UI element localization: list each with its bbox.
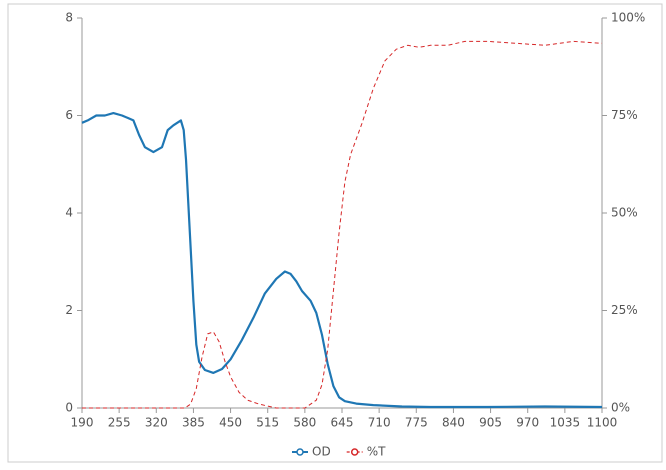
y-tick-label: 8	[65, 11, 73, 25]
x-tick-label: 515	[256, 416, 279, 430]
x-tick-label: 840	[442, 416, 465, 430]
x-tick-label: 320	[145, 416, 168, 430]
y-tick-label: 6	[65, 108, 73, 122]
chart-frame	[7, 3, 663, 463]
y2-tick-label: 25%	[611, 303, 638, 317]
x-tick-label: 1100	[587, 416, 618, 430]
y2-tick-label: 0%	[611, 401, 630, 415]
y-tick-label: 4	[65, 206, 73, 220]
x-tick-label: 970	[516, 416, 539, 430]
y2-tick-label: 75%	[611, 108, 638, 122]
x-tick-label: 190	[71, 416, 94, 430]
x-tick-label: 385	[182, 416, 205, 430]
x-tick-label: 905	[479, 416, 502, 430]
legend-label: %T	[367, 445, 386, 459]
series-line	[82, 40, 603, 409]
x-tick-label: 450	[219, 416, 242, 430]
legend-label: OD	[312, 445, 331, 459]
legend-marker	[296, 448, 304, 456]
y2-tick-label: 100%	[611, 11, 645, 25]
x-tick-label: 580	[293, 416, 316, 430]
x-tick-label: 1035	[550, 416, 581, 430]
legend-marker	[350, 448, 359, 456]
x-tick-label: 710	[368, 416, 391, 430]
x-tick-label: 255	[108, 416, 131, 430]
x-tick-label: 775	[405, 416, 428, 430]
series-line	[81, 112, 603, 409]
y2-tick-label: 50%	[611, 206, 638, 220]
y-tick-label: 0	[65, 401, 73, 415]
x-tick-label: 645	[331, 416, 354, 430]
y-tick-label: 2	[65, 303, 73, 317]
